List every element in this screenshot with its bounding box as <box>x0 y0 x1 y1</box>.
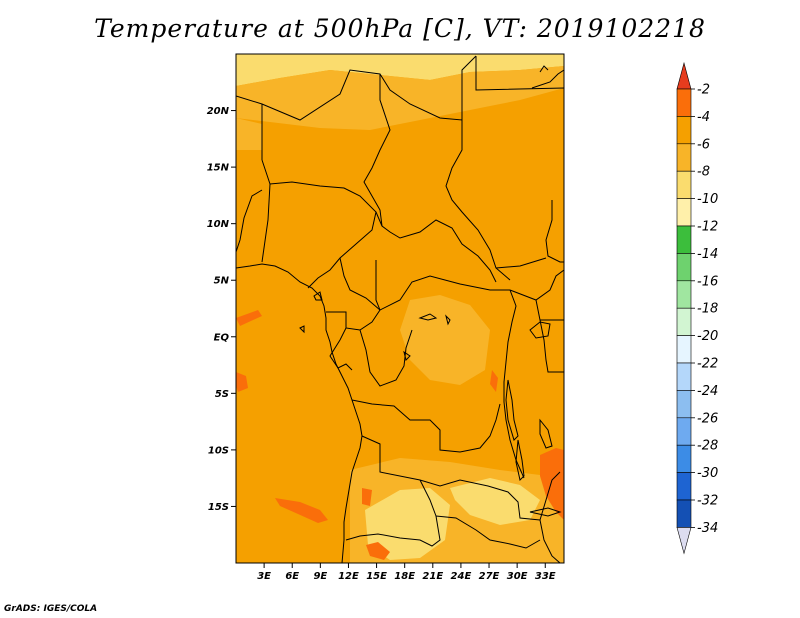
colorbar-label: -8 <box>697 165 710 180</box>
field-patch-warm <box>362 488 372 506</box>
colorbar-bottom-arrow <box>676 527 692 555</box>
field-patch-warm <box>366 542 390 560</box>
colorbar-top-arrow <box>676 61 692 90</box>
grads-credit: GrADS: IGES/COLA <box>4 604 98 614</box>
lat-tick-label: 5S <box>215 389 229 400</box>
colorbar-segment <box>676 280 692 309</box>
lat-tick-label: 5N <box>214 276 230 287</box>
field-patch-cool <box>450 478 540 525</box>
field-patch-cool <box>365 488 450 560</box>
longitude-axis: 3E 6E 9E 12E 15E 18E 21E 24E 27E 30E 33E <box>257 563 556 582</box>
colorbar: -2 -4 -6 -8 -10 -12 -14 -16 -18 -20 -22 -24 -26 -28 -3… <box>676 61 718 555</box>
map-title: Temperature at 500hPa [C], VT: 201910221… <box>94 14 706 43</box>
lon-tick-label: 27E <box>479 571 500 582</box>
lon-tick-label: 6E <box>285 571 299 582</box>
lon-tick-label: 33E <box>535 571 556 582</box>
colorbar-label: -2 <box>697 83 710 98</box>
field-patch-warm <box>275 498 328 523</box>
field-patch-warm <box>540 448 564 520</box>
lat-tick-label: 10S <box>208 445 229 456</box>
lon-tick-label: 24E <box>451 571 472 582</box>
colorbar-label: -18 <box>697 302 718 317</box>
lon-tick-label: 30E <box>507 571 528 582</box>
lat-tick-label: 15N <box>207 163 230 174</box>
colorbar-segment <box>676 307 692 336</box>
colorbar-segment <box>676 472 692 501</box>
colorbar-segment <box>676 390 692 419</box>
field-patch-mild <box>236 66 564 130</box>
map-frame <box>235 53 565 564</box>
colorbar-segment <box>676 253 692 282</box>
colorbar-label: -12 <box>697 220 718 235</box>
colorbar-label: -34 <box>697 521 718 536</box>
colorbar-label: -26 <box>697 411 718 426</box>
colorbar-segment <box>676 225 692 254</box>
lon-tick-label: 15E <box>366 571 387 582</box>
lon-tick-label: 12E <box>338 571 359 582</box>
lon-tick-label: 18E <box>394 571 415 582</box>
field-patch-warm <box>236 372 248 392</box>
colorbar-label: -14 <box>697 247 718 262</box>
country-borders <box>236 55 564 563</box>
colorbar-label: -20 <box>697 329 718 344</box>
colorbar-segment <box>676 198 692 227</box>
colorbar-segment <box>676 143 692 172</box>
field-patch-warm <box>236 310 262 326</box>
field-patch-warm <box>490 370 498 392</box>
colorbar-label: -32 <box>697 494 718 509</box>
colorbar-segment <box>676 417 692 446</box>
colorbar-segment <box>676 116 692 145</box>
colorbar-label: -10 <box>697 192 718 207</box>
lat-tick-label: 20N <box>207 106 230 117</box>
lon-tick-label: 9E <box>313 571 327 582</box>
colorbar-label: -30 <box>697 466 718 481</box>
colorbar-label: -28 <box>697 439 718 454</box>
field-patch-mild <box>236 118 262 150</box>
lon-tick-label: 3E <box>257 571 271 582</box>
lon-tick-label: 21E <box>422 571 443 582</box>
colorbar-label: -22 <box>697 357 718 372</box>
lat-tick-label: EQ <box>214 332 230 343</box>
map-panel <box>236 54 564 563</box>
colorbar-segment <box>676 362 692 391</box>
colorbar-label: -16 <box>697 274 718 289</box>
lat-tick-label: 10N <box>207 219 230 230</box>
colorbar-segment <box>676 170 692 199</box>
colorbar-segment <box>676 335 692 364</box>
colorbar-label: -6 <box>697 137 710 152</box>
colorbar-label: -4 <box>697 110 710 125</box>
colorbar-label: -24 <box>697 384 718 399</box>
field-patch-cool <box>236 54 564 86</box>
colorbar-segment <box>676 444 692 473</box>
colorbar-segment <box>676 88 692 117</box>
colorbar-segment <box>676 499 692 528</box>
latitude-axis: 20N 15N 10N 5N EQ 5S 10S 15S <box>207 106 236 513</box>
lat-tick-label: 15S <box>208 502 229 513</box>
